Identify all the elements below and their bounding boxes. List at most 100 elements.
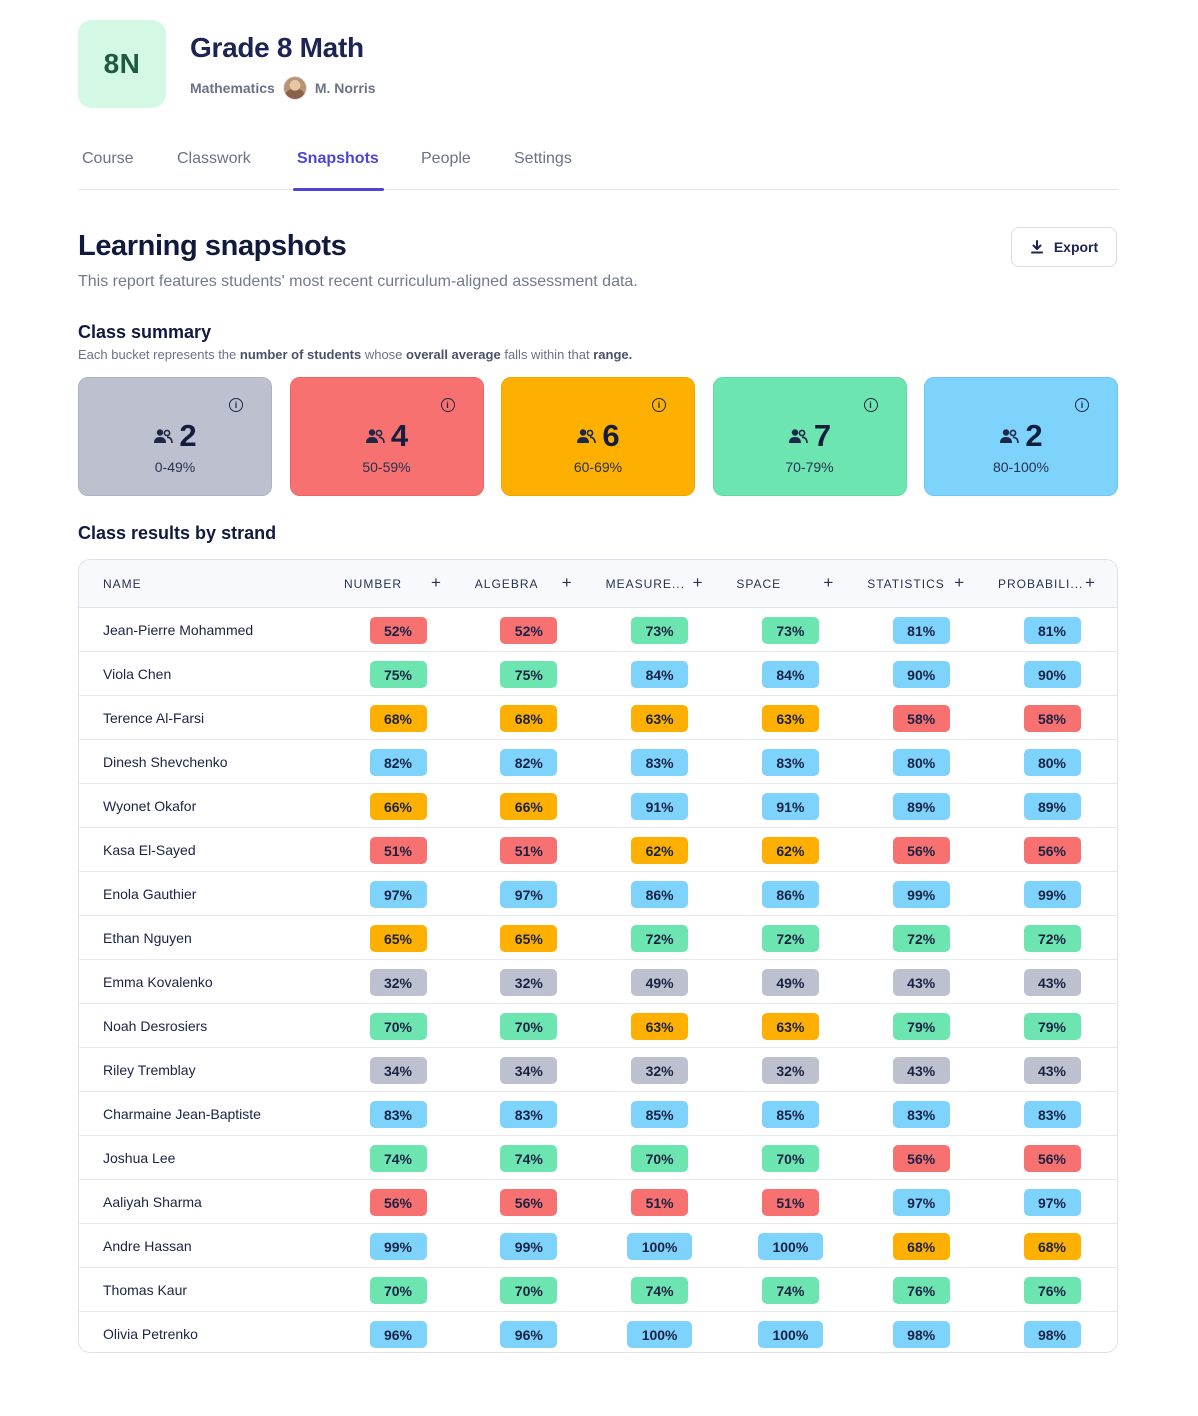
tab-people[interactable]: People bbox=[421, 150, 471, 167]
column-header-strand[interactable]: MEASURE... bbox=[605, 577, 685, 591]
score-pill: 68% bbox=[369, 705, 427, 732]
student-name: Kasa El-Sayed bbox=[103, 842, 196, 858]
score-pill: 97% bbox=[500, 881, 558, 908]
score-pill: 74% bbox=[761, 1277, 819, 1304]
score-pill: 70% bbox=[500, 1277, 558, 1304]
table-row: Terence Al-Farsi 68% 68% 63% 63% 58% 58% bbox=[79, 696, 1117, 740]
expand-column-icon[interactable]: + bbox=[431, 573, 441, 592]
score-pill: 85% bbox=[631, 1101, 689, 1128]
score-pill: 85% bbox=[761, 1101, 819, 1128]
score-pill: 74% bbox=[631, 1277, 689, 1304]
score-pill: 72% bbox=[1023, 925, 1081, 952]
expand-column-icon[interactable]: + bbox=[692, 573, 703, 592]
score-pill: 63% bbox=[631, 1013, 689, 1040]
score-pill: 68% bbox=[892, 1233, 950, 1260]
course-code-badge: 8N bbox=[78, 20, 166, 108]
score-pill: 75% bbox=[369, 661, 427, 688]
score-pill: 83% bbox=[500, 1101, 558, 1128]
student-name: Charmaine Jean-Baptiste bbox=[103, 1106, 261, 1122]
score-pill: 96% bbox=[369, 1321, 427, 1348]
bucket-count-row: 2 bbox=[925, 418, 1117, 454]
column-header-strand[interactable]: STATISTICS bbox=[867, 577, 945, 591]
info-icon[interactable]: i bbox=[1075, 398, 1089, 412]
info-icon[interactable]: i bbox=[440, 398, 455, 412]
score-pill: 86% bbox=[631, 881, 689, 908]
score-pill: 99% bbox=[369, 1233, 427, 1260]
score-pill: 83% bbox=[369, 1101, 427, 1128]
column-header-strand[interactable]: NUMBER bbox=[344, 577, 403, 591]
expand-column-icon[interactable]: + bbox=[561, 573, 572, 592]
info-icon[interactable]: i bbox=[652, 398, 666, 412]
score-pill: 83% bbox=[631, 749, 689, 776]
score-pill: 43% bbox=[1023, 969, 1081, 996]
export-button[interactable]: Export bbox=[1011, 227, 1117, 267]
score-pill: 56% bbox=[369, 1189, 427, 1216]
download-icon bbox=[1030, 240, 1043, 254]
score-pill: 82% bbox=[369, 749, 427, 776]
expand-column-icon[interactable]: + bbox=[954, 573, 965, 592]
score-pill: 32% bbox=[631, 1057, 689, 1084]
score-pill: 99% bbox=[1023, 881, 1081, 908]
score-pill: 80% bbox=[1023, 749, 1081, 776]
score-pill: 89% bbox=[1023, 793, 1081, 820]
people-icon bbox=[788, 428, 808, 444]
summary-bucket: i 2 0-49% bbox=[78, 377, 272, 496]
people-icon bbox=[153, 428, 174, 444]
score-pill: 56% bbox=[892, 1145, 950, 1172]
score-pill: 70% bbox=[369, 1013, 427, 1040]
score-pill: 32% bbox=[500, 969, 558, 996]
student-name: Dinesh Shevchenko bbox=[103, 754, 228, 770]
expand-column-icon[interactable]: + bbox=[823, 573, 834, 592]
tab-classwork[interactable]: Classwork bbox=[177, 150, 251, 167]
score-pill: 32% bbox=[761, 1057, 819, 1084]
score-pill: 73% bbox=[761, 617, 819, 644]
course-meta: Mathematics M. Norris bbox=[190, 76, 376, 100]
tab-settings[interactable]: Settings bbox=[514, 150, 572, 167]
score-pill: 81% bbox=[892, 617, 950, 644]
bucket-count: 7 bbox=[813, 418, 832, 453]
tab-course[interactable]: Course bbox=[82, 150, 134, 167]
results-table: NAME NUMBER + ALGEBRA + MEASURE... + SPACE + STAT… bbox=[78, 559, 1118, 1353]
score-pill: 43% bbox=[1023, 1057, 1081, 1084]
table-row: Thomas Kaur 70% 70% 74% 74% 76% 76% bbox=[79, 1268, 1117, 1312]
bucket-range: 50-59% bbox=[362, 459, 411, 475]
expand-column-icon[interactable]: + bbox=[1085, 573, 1095, 592]
score-pill: 70% bbox=[631, 1145, 689, 1172]
teacher-avatar bbox=[282, 76, 307, 100]
tab-snapshots[interactable]: Snapshots bbox=[293, 150, 384, 191]
score-pill: 89% bbox=[892, 793, 950, 820]
score-pill: 70% bbox=[761, 1145, 819, 1172]
score-pill: 98% bbox=[1023, 1321, 1081, 1348]
table-row: Ethan Nguyen 65% 65% 72% 72% 72% 72% bbox=[79, 916, 1117, 960]
column-header-strand[interactable]: SPACE bbox=[736, 577, 782, 591]
student-name: Joshua Lee bbox=[103, 1150, 176, 1166]
column-header-strand[interactable]: ALGEBRA bbox=[474, 577, 539, 591]
people-icon bbox=[999, 428, 1020, 444]
column-header-strand[interactable]: PROBABILI... bbox=[998, 577, 1084, 591]
student-name: Noah Desrosiers bbox=[103, 1018, 208, 1034]
summary-bucket: i 6 60-69% bbox=[501, 377, 695, 496]
score-pill: 68% bbox=[500, 705, 558, 732]
page-subtitle: This report features students' most rece… bbox=[78, 273, 638, 290]
column-header-name: NAME bbox=[103, 577, 142, 591]
info-icon[interactable]: i bbox=[229, 398, 243, 412]
class-summary-title: Class summary bbox=[78, 322, 212, 342]
course-header: 8N Grade 8 Math Mathematics M. Norris bbox=[78, 20, 1118, 110]
info-icon[interactable]: i bbox=[863, 398, 878, 412]
score-pill: 56% bbox=[1023, 1145, 1081, 1172]
score-pill: 91% bbox=[761, 793, 819, 820]
student-name: Andre Hassan bbox=[103, 1238, 192, 1254]
score-pill: 100% bbox=[757, 1233, 823, 1260]
summary-buckets: i 2 0-49% i 4 50-59% i 6 60-69% i 7 70-79% i 2 80-100% bbox=[78, 377, 1118, 496]
table-row: Olivia Petrenko 96% 96% 100% 100% 98% 98% bbox=[79, 1312, 1117, 1352]
course-tabs: Course Classwork Snapshots People Settin… bbox=[78, 132, 1118, 191]
score-pill: 83% bbox=[1023, 1101, 1081, 1128]
bucket-range: 0-49% bbox=[154, 459, 196, 475]
bucket-count: 2 bbox=[1025, 418, 1043, 453]
score-pill: 63% bbox=[761, 1013, 819, 1040]
student-name: Enola Gauthier bbox=[103, 886, 197, 902]
score-pill: 70% bbox=[500, 1013, 558, 1040]
score-pill: 99% bbox=[892, 881, 950, 908]
score-pill: 56% bbox=[892, 837, 950, 864]
table-row: Dinesh Shevchenko 82% 82% 83% 83% 80% 80% bbox=[79, 740, 1117, 784]
